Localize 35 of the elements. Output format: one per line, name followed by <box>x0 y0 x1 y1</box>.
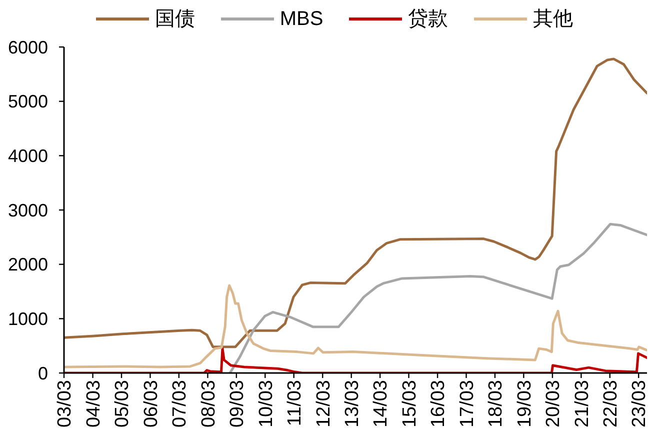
x-tick-label: 22/03 <box>600 380 622 428</box>
x-tick-label: 09/03 <box>227 380 248 428</box>
x-tick-label: 20/03 <box>543 380 564 428</box>
line-series <box>228 222 647 373</box>
x-tick-label: 06/03 <box>140 380 162 428</box>
x-tick-label: 16/03 <box>428 380 450 428</box>
x-tick-label: 04/03 <box>83 380 104 428</box>
x-tick-label: 10/03 <box>256 380 277 428</box>
x-tick-label: 03/03 <box>54 380 76 428</box>
x-tick-label: 11/03 <box>284 380 306 426</box>
x-tick-label: 19/03 <box>514 380 536 428</box>
legend-label: 其他 <box>533 7 574 32</box>
x-tick-label: 21/03 <box>572 380 593 428</box>
x-tick-label: 15/03 <box>399 380 420 428</box>
y-tick-label: 3000 <box>8 200 48 220</box>
x-tick-label: 23/03 <box>629 380 649 428</box>
legend-label: 贷款 <box>408 7 448 32</box>
y-tick-label: 1000 <box>8 309 48 330</box>
y-tick-label: 6000 <box>8 37 48 58</box>
y-tick-label: 4000 <box>8 146 48 166</box>
legend-label: MBS <box>280 7 324 32</box>
line-series <box>64 58 647 348</box>
x-tick-label: 07/03 <box>170 380 191 428</box>
x-tick-label: 13/03 <box>342 380 363 428</box>
y-tick-label: 5000 <box>8 92 48 112</box>
x-tick-label: 17/03 <box>456 380 478 428</box>
x-tick-label: 18/03 <box>486 380 507 428</box>
legend-label: 国债 <box>154 7 195 32</box>
x-tick-label: 14/03 <box>370 380 392 428</box>
y-tick-label: 2000 <box>8 254 48 275</box>
x-tick-label: 12/03 <box>313 380 334 428</box>
y-tick-label: 0 <box>38 363 48 384</box>
x-tick-label: 08/03 <box>198 380 220 428</box>
x-tick-label: 05/03 <box>112 380 134 428</box>
line-series <box>64 284 647 368</box>
